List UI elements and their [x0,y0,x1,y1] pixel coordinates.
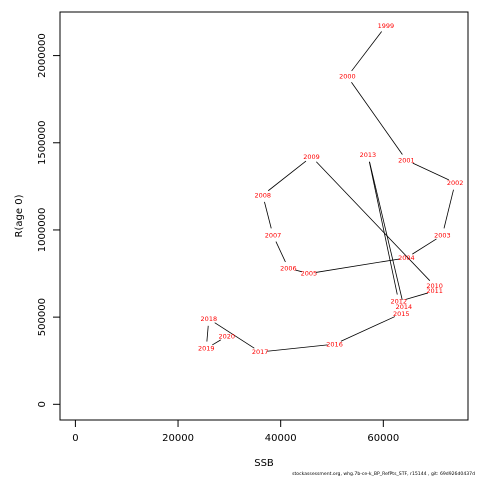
series-segment [351,31,382,72]
series-segment [412,162,449,181]
point-year-label: 2000 [339,73,356,81]
series-segment [443,189,454,229]
point-year-label: 2014 [396,303,413,311]
footer-caption: stockassessment.org, whg.7b-ce-k_BP_RefP… [292,472,475,477]
series-segment [214,322,255,349]
point-year-label: 2012 [390,298,407,306]
y-tick-label: 2000000 [37,33,48,78]
x-tick-label: 60000 [367,433,399,444]
series-segment [315,258,400,273]
point-year-label: 2016 [326,340,343,348]
point-year-label: 2013 [360,151,377,159]
series-segment [275,241,286,263]
point-year-label: 2020 [219,333,236,341]
series-segment [351,82,403,155]
series-line [206,31,454,352]
plot-frame [59,11,469,421]
y-tick-label: 1500000 [37,120,48,165]
x-axis-title: SSB [254,458,274,469]
point-year-label: 2006 [280,265,297,273]
series-segment [206,325,209,342]
x-tick-label: 20000 [162,433,194,444]
series-segment [267,344,328,352]
x-tick-label: 0 [72,433,78,444]
series-segment [212,339,221,346]
point-labels: 1999 2000 2001 2002 2003 2004 2005 2006 2007 2008… [198,22,463,356]
point-year-label: 2003 [434,231,451,239]
series-segment [264,201,272,229]
point-year-label: 2017 [252,348,269,356]
y-tick-label: 1000000 [37,208,48,253]
series-segment [369,161,403,300]
series-segment [368,161,398,295]
point-year-label: 2019 [198,345,215,353]
point-year-label: 1999 [378,22,395,30]
series-segment [405,292,429,300]
y-axis: 0 500000 1000000 1500000 2000000 [37,33,61,407]
series-segment [267,160,307,192]
point-year-label: 2001 [398,156,415,164]
x-axis: 0 20000 40000 60000 [72,419,399,444]
x-tick-label: 40000 [265,433,297,444]
point-year-label: 2005 [301,270,318,278]
point-year-label: 2007 [265,231,282,239]
y-tick-label: 500000 [37,298,48,336]
point-year-label: 2010 [426,282,443,290]
point-year-label: 2008 [254,191,271,199]
point-year-label: 2009 [303,153,320,161]
point-year-label: 2004 [398,254,415,262]
point-year-label: 2015 [393,310,410,318]
series-segment [295,269,303,273]
y-axis-title: R(age 0) [14,194,25,237]
point-year-label: 2018 [201,315,218,323]
series-segment [340,316,396,342]
y-tick-label: 0 [37,401,48,407]
point-year-label: 2011 [426,287,443,295]
series-segment [316,161,431,281]
point-year-label: 2002 [447,179,464,187]
series-segment [412,238,437,255]
